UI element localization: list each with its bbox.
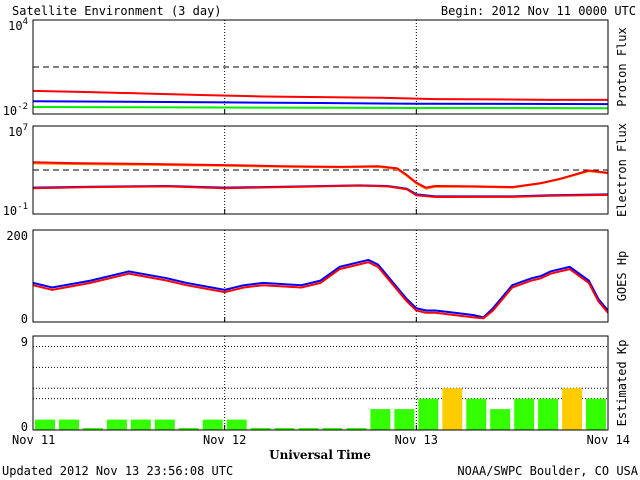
- panel-kp: 9 0 Estimated Kp: [21, 335, 629, 434]
- kp-bar: [130, 419, 151, 430]
- kp-bar: [418, 398, 439, 430]
- kp-bar: [394, 409, 415, 430]
- x-axis-ticks: Nov 11 Nov 12 Nov 13 Nov 14: [12, 433, 630, 447]
- y-tick-label: 9: [21, 335, 28, 349]
- kp-bar: [586, 398, 606, 430]
- updated-label: Updated 2012 Nov 13 23:56:08 UTC: [2, 464, 233, 478]
- y-tick-label: 107: [8, 123, 28, 139]
- chart-title: Satellite Environment (3 day): [12, 4, 222, 18]
- x-axis-label: Universal Time: [269, 448, 371, 462]
- kp-bar: [59, 419, 79, 430]
- y-tick-label: 0: [21, 312, 28, 326]
- kp-bar: [442, 388, 463, 430]
- panel-goes-hp: 200 0 GOES Hp: [6, 229, 629, 326]
- x-tick-label: Nov 13: [395, 433, 438, 447]
- panel-frame: [32, 229, 609, 323]
- y-tick-label: 10-1: [3, 202, 28, 218]
- y-axis-label: Estimated Kp: [615, 340, 629, 427]
- series-line-1: [32, 261, 609, 320]
- y-tick-label: 10-2: [3, 102, 28, 118]
- kp-bar: [35, 419, 55, 430]
- kp-bar: [202, 419, 223, 430]
- panel-electron: 107 10-1 Electron Flux: [3, 123, 629, 218]
- y-axis-label: Electron Flux: [615, 123, 629, 217]
- kp-bar: [226, 419, 247, 430]
- series-line-0: [32, 89, 608, 101]
- x-tick-label: Nov 14: [587, 433, 630, 447]
- y-tick-label: 0: [21, 420, 28, 434]
- series-line-1: [32, 161, 609, 189]
- x-tick-label: Nov 12: [203, 433, 246, 447]
- kp-bar: [466, 398, 487, 430]
- kp-bar: [106, 419, 127, 430]
- series-line-1: [32, 100, 609, 106]
- series-line-3: [32, 184, 609, 199]
- kp-bar: [514, 398, 535, 430]
- x-tick-label: Nov 11: [12, 433, 55, 447]
- credit-label: NOAA/SWPC Boulder, CO USA: [457, 464, 638, 478]
- kp-bar: [538, 398, 559, 430]
- kp-bar: [370, 409, 391, 430]
- y-tick-label: 200: [6, 229, 28, 243]
- chart-panels: 104 10-2 Proton Flux 107 10-1 Electron Flux 20…: [3, 17, 629, 434]
- y-axis-label: GOES Hp: [615, 251, 629, 302]
- kp-bar: [154, 419, 175, 430]
- panel-frame: [32, 125, 609, 215]
- kp-bar: [490, 409, 511, 430]
- begin-label: Begin: 2012 Nov 11 0000 UTC: [441, 4, 636, 18]
- panel-frame: [32, 335, 609, 431]
- kp-bar: [562, 388, 583, 430]
- y-tick-label: 104: [8, 17, 28, 33]
- series-line-0: [32, 258, 609, 319]
- panel-frame: [32, 19, 609, 115]
- y-axis-label: Proton Flux: [615, 27, 629, 106]
- panel-proton: 104 10-2 Proton Flux: [3, 17, 629, 118]
- series-line-2: [32, 106, 609, 110]
